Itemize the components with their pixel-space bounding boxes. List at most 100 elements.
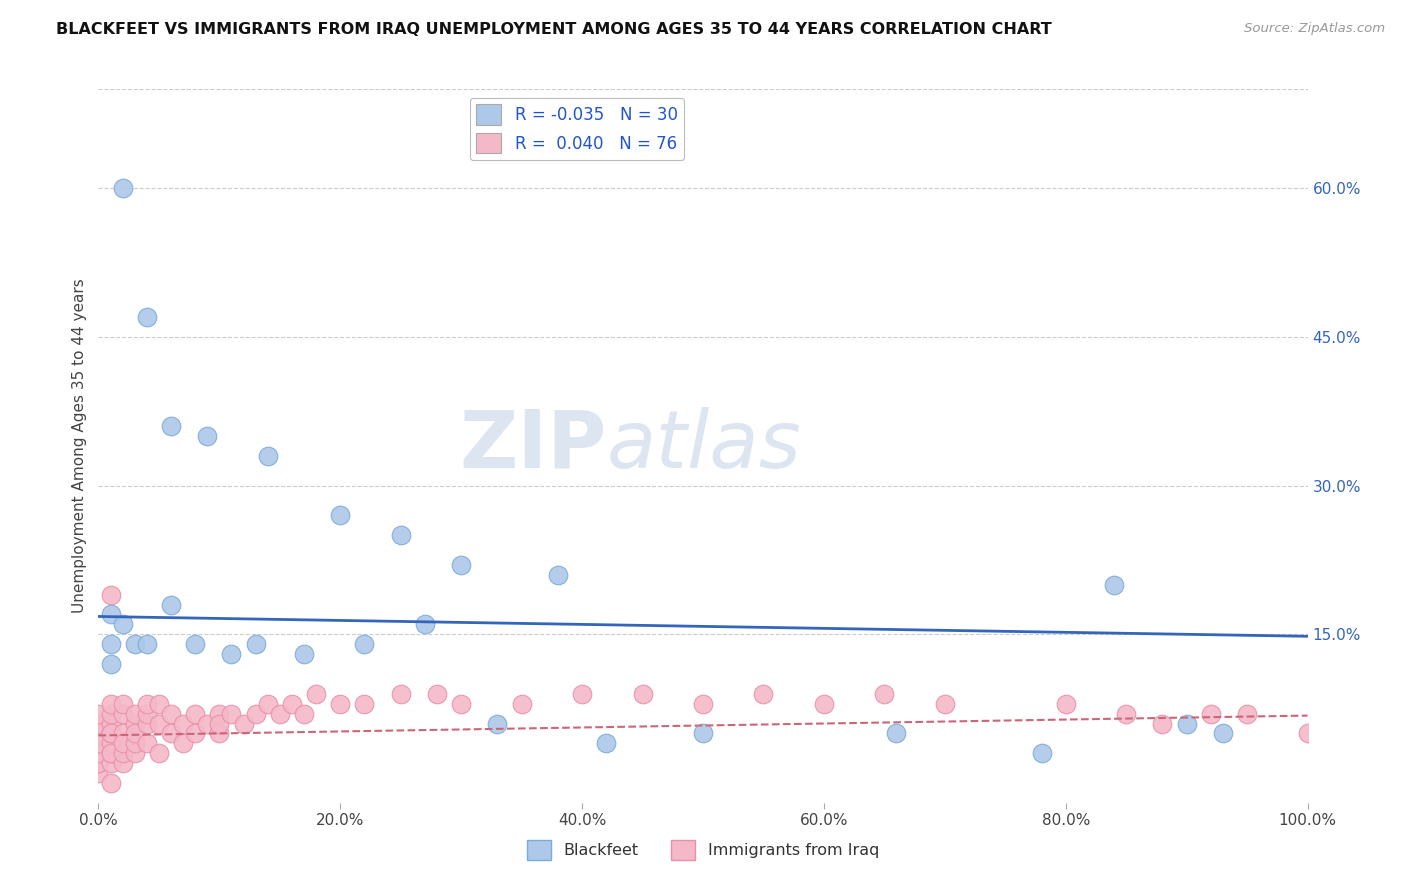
Y-axis label: Unemployment Among Ages 35 to 44 years: Unemployment Among Ages 35 to 44 years xyxy=(72,278,87,614)
Point xyxy=(413,617,436,632)
Point xyxy=(886,726,908,740)
Point xyxy=(256,449,278,463)
Point xyxy=(595,736,617,750)
Point xyxy=(1152,716,1174,731)
Point xyxy=(124,706,146,721)
Point xyxy=(1199,706,1222,721)
Point xyxy=(148,697,170,711)
Point xyxy=(111,706,134,721)
Point xyxy=(450,697,472,711)
Point xyxy=(1236,706,1258,721)
Text: BLACKFEET VS IMMIGRANTS FROM IRAQ UNEMPLOYMENT AMONG AGES 35 TO 44 YEARS CORRELA: BLACKFEET VS IMMIGRANTS FROM IRAQ UNEMPL… xyxy=(56,22,1052,37)
Point xyxy=(389,528,412,542)
Text: atlas: atlas xyxy=(606,407,801,485)
Point xyxy=(100,716,122,731)
Point xyxy=(450,558,472,572)
Point xyxy=(329,508,352,523)
Point xyxy=(486,716,509,731)
Point xyxy=(221,706,243,721)
Point xyxy=(100,588,122,602)
Point xyxy=(1296,726,1319,740)
Point xyxy=(87,736,110,750)
Point xyxy=(100,607,122,622)
Point xyxy=(87,706,110,721)
Point xyxy=(184,637,207,651)
Point xyxy=(305,687,328,701)
Point xyxy=(111,756,134,771)
Point xyxy=(87,766,110,780)
Point xyxy=(692,697,714,711)
Point xyxy=(87,726,110,740)
Point xyxy=(221,647,243,661)
Point xyxy=(124,736,146,750)
Point xyxy=(631,687,654,701)
Point xyxy=(100,726,122,740)
Point xyxy=(160,598,183,612)
Point xyxy=(184,726,207,740)
Point xyxy=(135,697,157,711)
Point xyxy=(813,697,835,711)
Point xyxy=(934,697,956,711)
Point xyxy=(873,687,896,701)
Point xyxy=(100,706,122,721)
Point xyxy=(135,637,157,651)
Point xyxy=(292,647,315,661)
Point xyxy=(135,736,157,750)
Point xyxy=(281,697,304,711)
Point xyxy=(135,716,157,731)
Point xyxy=(208,726,231,740)
Point xyxy=(510,697,533,711)
Point xyxy=(124,746,146,760)
Legend: Blackfeet, Immigrants from Iraq: Blackfeet, Immigrants from Iraq xyxy=(520,834,886,866)
Point xyxy=(100,657,122,671)
Point xyxy=(184,706,207,721)
Point xyxy=(195,716,218,731)
Point xyxy=(87,756,110,771)
Point xyxy=(353,637,375,651)
Point xyxy=(100,746,122,760)
Point xyxy=(547,567,569,582)
Text: ZIP: ZIP xyxy=(458,407,606,485)
Point xyxy=(100,776,122,790)
Point xyxy=(111,617,134,632)
Point xyxy=(100,726,122,740)
Point xyxy=(100,756,122,771)
Point xyxy=(100,746,122,760)
Point xyxy=(692,726,714,740)
Point xyxy=(245,706,267,721)
Point xyxy=(135,310,157,325)
Point xyxy=(256,697,278,711)
Point xyxy=(124,716,146,731)
Point xyxy=(1102,578,1125,592)
Point xyxy=(1054,697,1077,711)
Point xyxy=(172,736,194,750)
Point xyxy=(571,687,593,701)
Point xyxy=(87,716,110,731)
Point xyxy=(172,716,194,731)
Point xyxy=(1031,746,1053,760)
Point xyxy=(87,746,110,760)
Point xyxy=(148,716,170,731)
Point xyxy=(195,429,218,443)
Point xyxy=(232,716,254,731)
Point xyxy=(329,697,352,711)
Point xyxy=(100,736,122,750)
Point xyxy=(160,726,183,740)
Point xyxy=(100,697,122,711)
Point xyxy=(208,716,231,731)
Point xyxy=(124,637,146,651)
Point xyxy=(111,181,134,195)
Point xyxy=(1115,706,1137,721)
Point xyxy=(245,637,267,651)
Point xyxy=(124,726,146,740)
Point xyxy=(100,637,122,651)
Point xyxy=(389,687,412,701)
Point xyxy=(111,746,134,760)
Text: Source: ZipAtlas.com: Source: ZipAtlas.com xyxy=(1244,22,1385,36)
Point xyxy=(111,697,134,711)
Point xyxy=(208,706,231,721)
Point xyxy=(752,687,775,701)
Point xyxy=(1175,716,1198,731)
Point xyxy=(87,756,110,771)
Point xyxy=(292,706,315,721)
